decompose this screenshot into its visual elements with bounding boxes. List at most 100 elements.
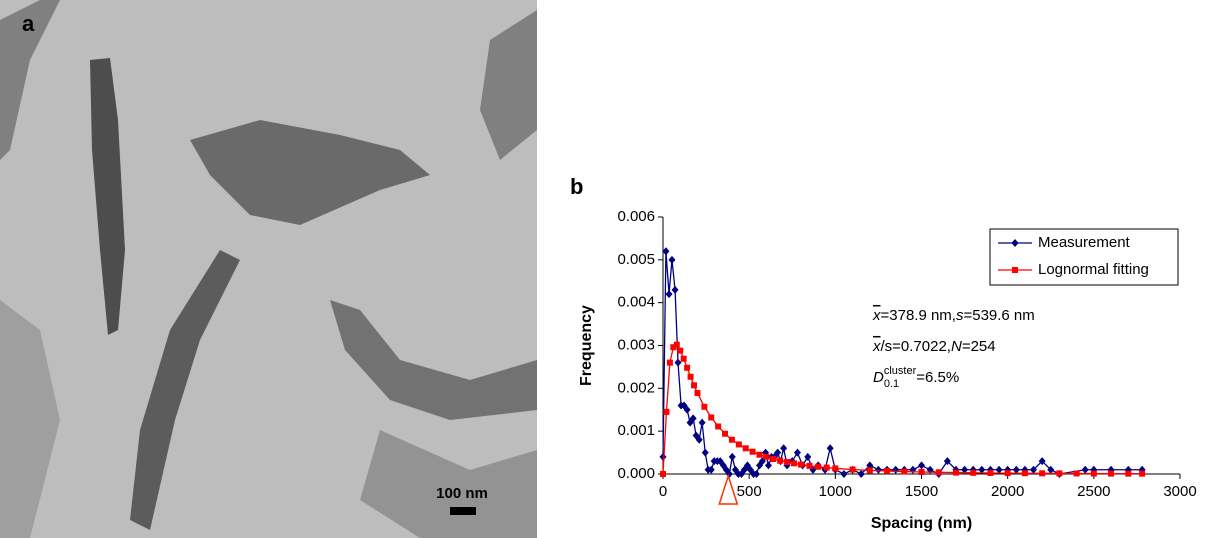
- data-point: [756, 451, 763, 458]
- data-point: [866, 467, 873, 474]
- data-point: [674, 358, 682, 367]
- x-tick-label: 0: [659, 483, 667, 500]
- panel-label: a: [22, 11, 35, 36]
- annotation: x: [872, 338, 881, 355]
- annotation: cluster: [884, 365, 917, 377]
- data-point: [849, 466, 856, 473]
- data-point: [715, 423, 722, 430]
- data-point: [728, 452, 736, 461]
- flake: [0, 0, 60, 160]
- annotation: =378.9 nm,: [881, 307, 956, 324]
- data-point: [1081, 465, 1089, 474]
- y-tick-label: 0.001: [617, 422, 655, 439]
- data-point: [909, 465, 917, 474]
- data-point: [1139, 470, 1146, 477]
- data-point: [728, 436, 735, 443]
- flake: [0, 300, 60, 538]
- data-point: [673, 341, 680, 348]
- data-point: [884, 468, 891, 475]
- data-point: [790, 460, 797, 467]
- y-tick-label: 0.002: [617, 379, 655, 396]
- data-point: [1038, 457, 1046, 466]
- data-point: [826, 444, 834, 453]
- data-point: [1047, 465, 1055, 474]
- data-point: [671, 285, 679, 294]
- x-tick-label: 2500: [1077, 483, 1110, 500]
- data-point: [901, 468, 908, 475]
- data-point: [698, 418, 706, 427]
- scale-bar: [450, 507, 476, 515]
- flake: [480, 10, 537, 160]
- data-point: [840, 470, 848, 478]
- data-point: [777, 457, 784, 464]
- legend-box: [989, 228, 1179, 286]
- data-point: [857, 470, 865, 478]
- data-point: [663, 408, 670, 415]
- data-point: [722, 430, 729, 437]
- data-point: [797, 461, 804, 468]
- x-tick-label: 500: [737, 483, 762, 500]
- data-point: [1090, 470, 1097, 477]
- flake: [330, 300, 537, 420]
- data-point: [780, 444, 788, 453]
- annotation: 0.1: [884, 378, 899, 390]
- data-point: [707, 465, 715, 474]
- data-point: [935, 469, 942, 476]
- chart: b 0.000 0.001 0.002 0.003 0.004 0.005 0.006 0 500…: [570, 174, 1197, 532]
- legend-marker: [1011, 239, 1019, 247]
- data-point: [943, 457, 951, 466]
- data-point: [874, 465, 882, 474]
- data-point: [1012, 465, 1020, 474]
- data-point: [1039, 470, 1046, 477]
- data-point: [708, 414, 715, 421]
- image-background: [0, 0, 537, 538]
- data-point: [970, 469, 977, 476]
- y-tick-label: 0.006: [617, 208, 655, 225]
- data-point: [665, 290, 673, 299]
- data-point: [774, 448, 782, 457]
- data-point: [961, 465, 969, 474]
- data-point: [689, 414, 697, 423]
- x-tick-label: 3000: [1163, 483, 1196, 500]
- data-point: [749, 448, 756, 455]
- data-point: [660, 471, 666, 477]
- data-point: [987, 469, 994, 476]
- data-point: [742, 445, 749, 452]
- data-point: [763, 453, 770, 460]
- data-point: [1056, 470, 1063, 477]
- data-point: [668, 255, 676, 264]
- legend: Measurement Lognormal fitting: [989, 228, 1179, 286]
- data-point: [952, 469, 959, 476]
- data-point: [680, 355, 687, 362]
- data-point: [1073, 470, 1080, 477]
- flake: [90, 58, 125, 335]
- annotation: /s=0.7022,: [881, 338, 951, 355]
- y-tick-label: 0.003: [617, 336, 655, 353]
- data-point: [978, 465, 986, 474]
- y-axis-label: Frequency: [578, 305, 595, 386]
- data-point: [892, 465, 900, 474]
- annotation: s: [956, 307, 964, 324]
- data-point: [770, 456, 777, 463]
- data-point: [670, 344, 677, 351]
- data-point: [1021, 470, 1028, 477]
- data-point: [806, 462, 813, 469]
- data-point: [995, 465, 1003, 474]
- annotation: =254: [962, 338, 996, 355]
- mean-marker: [718, 473, 739, 505]
- legend-label: Measurement: [1038, 234, 1131, 251]
- data-point: [1004, 470, 1011, 477]
- flake: [190, 120, 430, 225]
- y-tick-label: 0.000: [617, 465, 655, 482]
- annotation: D: [873, 369, 884, 386]
- data-point: [1030, 465, 1038, 474]
- legend-label: Lognormal fitting: [1038, 261, 1149, 278]
- y-tick-label: 0.005: [617, 251, 655, 268]
- annotation: x: [872, 307, 881, 324]
- flake: [130, 250, 240, 530]
- tem-image: a 100 nm: [0, 0, 537, 538]
- data-point: [784, 459, 791, 466]
- data-point: [677, 347, 684, 354]
